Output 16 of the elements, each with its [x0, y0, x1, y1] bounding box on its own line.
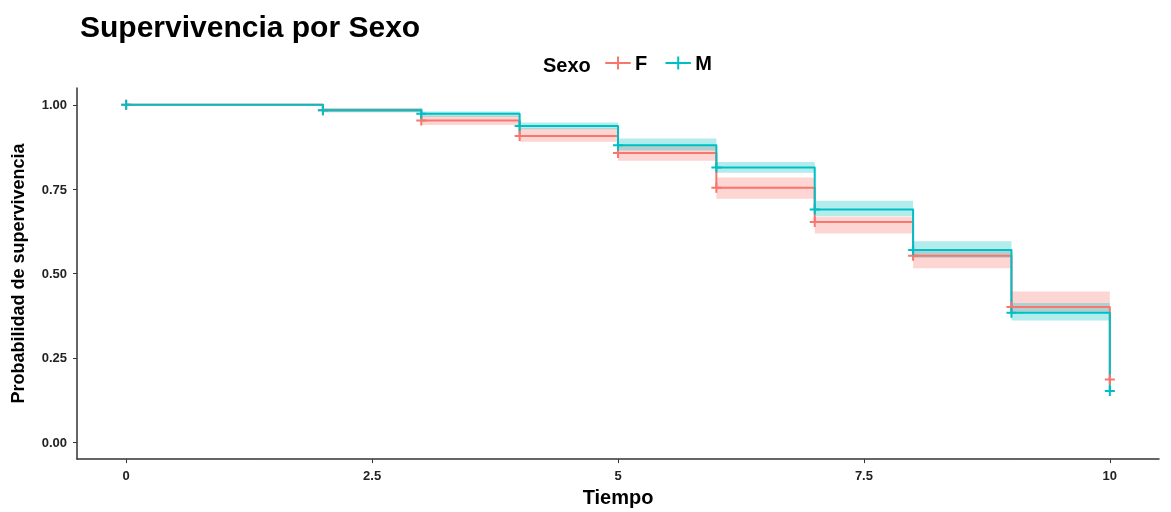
x-tick-label: 2.5	[363, 468, 382, 484]
x-tick-label: 0	[122, 468, 130, 484]
x-tick-label: 7.5	[854, 468, 873, 484]
y-axis-title: Probabilidad de supervivencia	[8, 142, 28, 404]
chart-title: Supervivencia por Sexo	[80, 9, 421, 43]
y-tick-label: 0.75	[41, 181, 67, 197]
y-tick-label: 0.25	[41, 350, 67, 366]
legend-label: M	[695, 52, 712, 74]
y-tick-label: 1.00	[41, 97, 67, 113]
x-tick-label: 10	[1102, 468, 1118, 484]
x-tick-label: 5	[614, 468, 622, 484]
y-tick-label: 0.50	[41, 266, 67, 282]
y-tick-label: 0.00	[41, 434, 67, 450]
legend-label: F	[635, 52, 648, 74]
legend-title: Sexo	[543, 54, 591, 76]
x-axis-title: Tiempo	[582, 486, 654, 508]
